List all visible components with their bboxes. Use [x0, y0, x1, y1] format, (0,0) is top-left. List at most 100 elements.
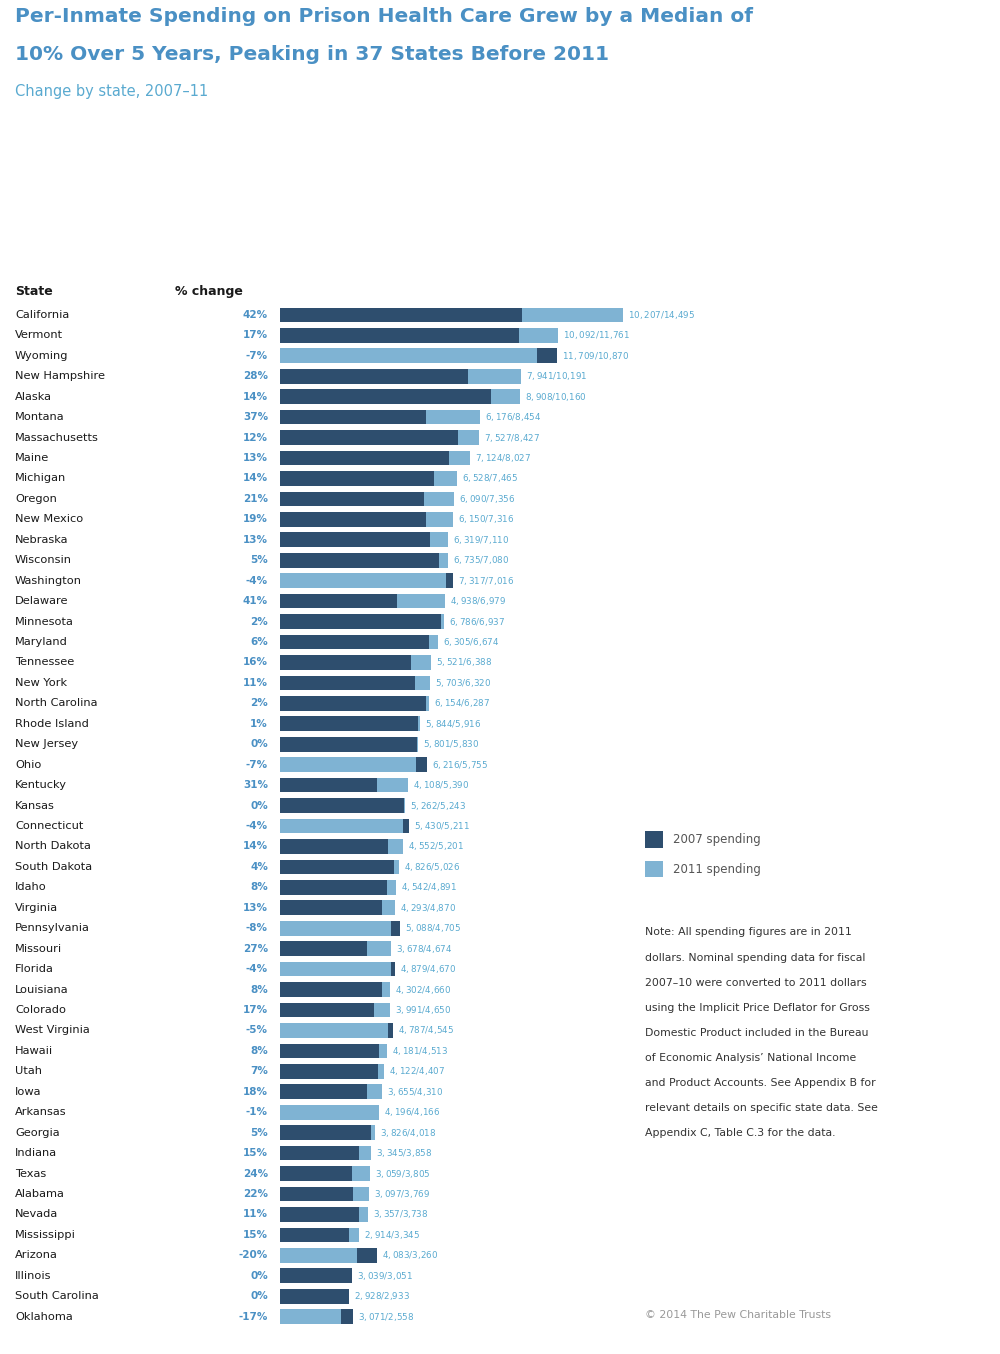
Text: 15%: 15% — [243, 1148, 268, 1158]
Bar — [359, 1208, 368, 1221]
Text: Hawaii: Hawaii — [15, 1045, 53, 1056]
Text: © 2014 The Pew Charitable Trusts: © 2014 The Pew Charitable Trusts — [645, 1311, 831, 1320]
Text: using the Implicit Price Deflator for Gross: using the Implicit Price Deflator for Gr… — [645, 1002, 870, 1013]
Text: 22%: 22% — [243, 1189, 268, 1200]
Text: $6,319 / $7,110: $6,319 / $7,110 — [453, 533, 509, 546]
Bar — [280, 676, 415, 691]
Text: $3,357 / $3,738: $3,357 / $3,738 — [373, 1209, 429, 1220]
Bar — [429, 635, 438, 650]
Text: 17%: 17% — [243, 1005, 268, 1016]
Bar — [280, 431, 458, 445]
Bar — [280, 594, 397, 608]
Text: California: California — [15, 310, 69, 320]
Text: $6,735 / $7,080: $6,735 / $7,080 — [453, 554, 509, 566]
Text: Ohio: Ohio — [15, 760, 41, 769]
Text: Louisiana: Louisiana — [15, 984, 69, 995]
Text: -17%: -17% — [239, 1312, 268, 1322]
Text: $3,991 / $4,650: $3,991 / $4,650 — [395, 1005, 451, 1016]
Bar — [280, 1105, 379, 1120]
Text: Connecticut: Connecticut — [15, 821, 83, 831]
Bar — [349, 1228, 359, 1242]
Text: $4,938 / $6,979: $4,938 / $6,979 — [450, 596, 506, 607]
Bar — [537, 348, 557, 363]
Bar — [353, 1186, 369, 1201]
Text: 11%: 11% — [243, 1209, 268, 1220]
Text: Alabama: Alabama — [15, 1189, 65, 1200]
Text: $4,181 / $4,513: $4,181 / $4,513 — [392, 1045, 448, 1057]
Text: -7%: -7% — [246, 760, 268, 769]
Text: $3,678 / $4,674: $3,678 / $4,674 — [396, 942, 452, 955]
Bar — [280, 471, 434, 486]
Text: $2,928 / $2,933: $2,928 / $2,933 — [354, 1290, 410, 1303]
Bar — [522, 307, 623, 322]
Text: 0%: 0% — [250, 1292, 268, 1301]
Text: $4,083 / $3,260: $4,083 / $3,260 — [382, 1250, 438, 1262]
Text: New Mexico: New Mexico — [15, 515, 83, 524]
Bar — [280, 492, 424, 506]
Text: $3,826 / $4,018: $3,826 / $4,018 — [380, 1127, 436, 1139]
Text: $6,528 / $7,465: $6,528 / $7,465 — [462, 473, 518, 485]
Text: -1%: -1% — [246, 1108, 268, 1117]
Text: Change by state, 2007–11: Change by state, 2007–11 — [15, 84, 208, 99]
Text: Utah: Utah — [15, 1067, 42, 1076]
Text: 13%: 13% — [243, 454, 268, 463]
Text: dollars. Nominal spending data for fiscal: dollars. Nominal spending data for fisca… — [645, 953, 865, 963]
Text: $10,207 / $14,495: $10,207 / $14,495 — [628, 309, 695, 321]
Text: $3,071 / $2,558: $3,071 / $2,558 — [358, 1311, 414, 1323]
Text: Arizona: Arizona — [15, 1250, 58, 1261]
Text: Per-Inmate Spending on Prison Health Care Grew by a Median of: Per-Inmate Spending on Prison Health Car… — [15, 7, 753, 26]
Text: New York: New York — [15, 678, 67, 688]
Bar — [280, 961, 391, 976]
Text: $6,216 / $5,755: $6,216 / $5,755 — [432, 758, 488, 770]
Text: $4,879 / $4,670: $4,879 / $4,670 — [400, 963, 457, 975]
Text: Tennessee: Tennessee — [15, 658, 74, 668]
Text: Note: All spending figures are in 2011: Note: All spending figures are in 2011 — [645, 927, 852, 937]
Text: 0%: 0% — [250, 739, 268, 749]
Text: 2011 spending: 2011 spending — [673, 862, 761, 876]
Bar — [491, 390, 520, 403]
Bar — [367, 1085, 382, 1099]
Text: 14%: 14% — [243, 841, 268, 852]
Bar — [280, 819, 403, 833]
Bar — [434, 471, 457, 486]
Bar — [394, 860, 399, 875]
Bar — [280, 777, 377, 792]
Bar — [388, 1024, 393, 1037]
Bar — [418, 716, 420, 731]
Text: 2007–10 were converted to 2011 dollars: 2007–10 were converted to 2011 dollars — [645, 978, 867, 987]
Bar — [280, 368, 468, 383]
Text: 19%: 19% — [243, 515, 268, 524]
Text: Michigan: Michigan — [15, 474, 66, 483]
Bar — [367, 941, 391, 956]
Bar — [378, 1064, 384, 1079]
Text: Rhode Island: Rhode Island — [15, 719, 89, 728]
Text: 10% Over 5 Years, Peaking in 37 States Before 2011: 10% Over 5 Years, Peaking in 37 States B… — [15, 45, 609, 64]
Text: $4,293 / $4,870: $4,293 / $4,870 — [400, 902, 456, 914]
Bar — [415, 676, 430, 691]
Text: Delaware: Delaware — [15, 596, 68, 607]
Text: $6,150 / $7,316: $6,150 / $7,316 — [458, 513, 514, 525]
Bar — [280, 757, 416, 772]
Text: Kentucky: Kentucky — [15, 780, 67, 791]
Text: Wisconsin: Wisconsin — [15, 555, 72, 565]
Bar — [426, 696, 429, 711]
Text: Missouri: Missouri — [15, 944, 62, 953]
Text: $5,801 / $5,830: $5,801 / $5,830 — [423, 738, 479, 750]
Bar — [280, 328, 519, 343]
Text: relevant details on specific state data. See: relevant details on specific state data.… — [645, 1102, 878, 1113]
Text: Oklahoma: Oklahoma — [15, 1312, 73, 1322]
Text: 14%: 14% — [243, 391, 268, 402]
Text: 8%: 8% — [250, 1045, 268, 1056]
Text: Maine: Maine — [15, 454, 49, 463]
Bar — [439, 552, 448, 567]
Bar — [280, 880, 387, 895]
Text: 21%: 21% — [243, 494, 268, 504]
Text: 8%: 8% — [250, 984, 268, 995]
Text: $4,542 / $4,891: $4,542 / $4,891 — [401, 881, 457, 894]
Text: -4%: -4% — [246, 821, 268, 831]
Bar — [280, 1186, 353, 1201]
Text: $11,709 / $10,870: $11,709 / $10,870 — [562, 349, 629, 362]
Text: $4,552 / $5,201: $4,552 / $5,201 — [408, 841, 464, 853]
Text: Colorado: Colorado — [15, 1005, 66, 1016]
Text: $5,430 / $5,211: $5,430 / $5,211 — [414, 821, 469, 831]
